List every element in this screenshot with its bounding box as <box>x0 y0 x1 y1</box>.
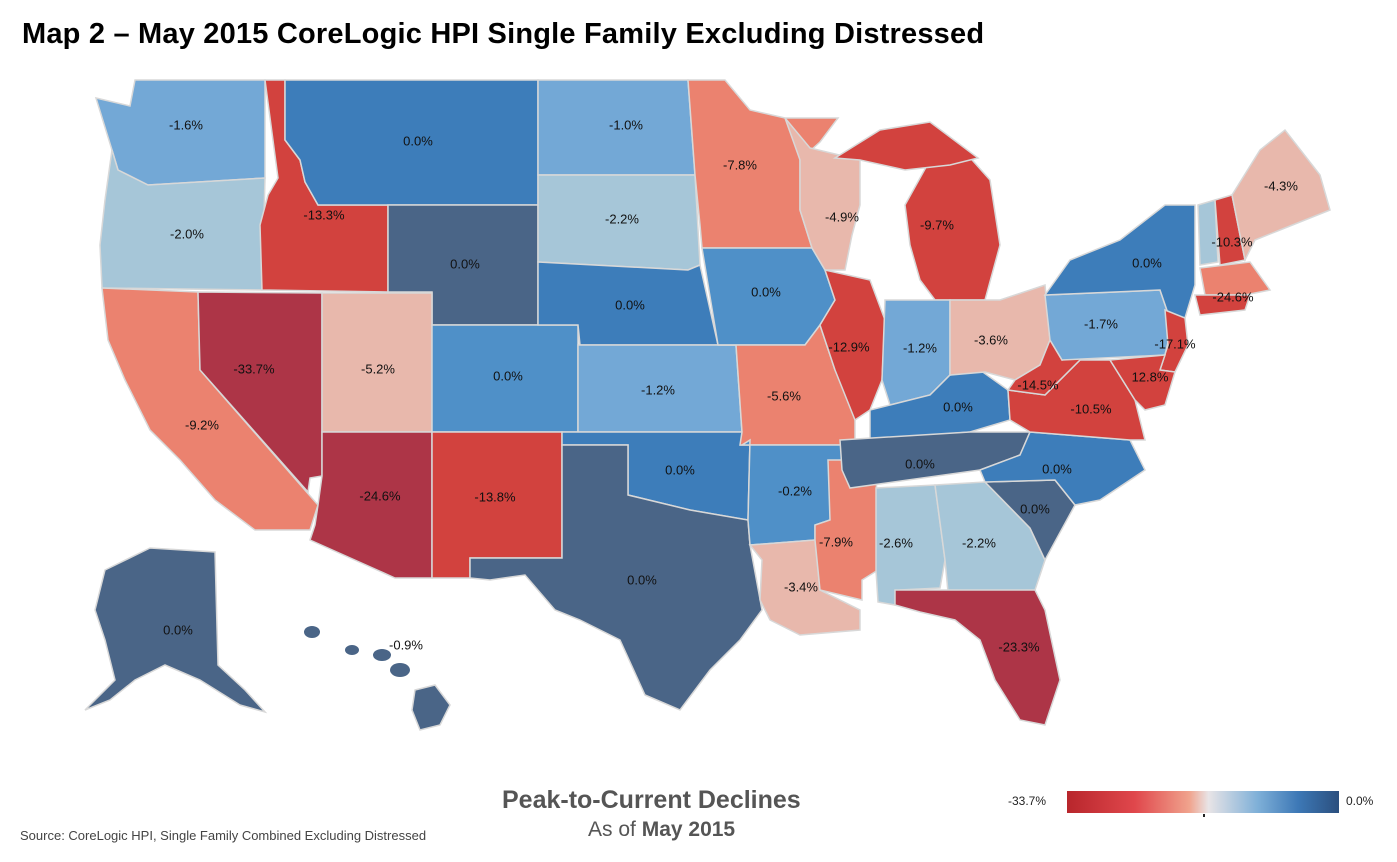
state-value-ms: -7.9% <box>819 534 853 549</box>
state-value-wa: -1.6% <box>169 117 203 132</box>
state-value-pa: -1.7% <box>1084 316 1118 331</box>
state-value-tn: 0.0% <box>905 456 935 471</box>
state-value-mt: 0.0% <box>403 133 433 148</box>
legend-subtitle-date: May 2015 <box>641 818 736 841</box>
state-value-wi: -4.9% <box>825 209 859 224</box>
state-value-co: 0.0% <box>493 368 523 383</box>
legend-marker <box>1203 814 1205 817</box>
state-value-or: -2.0% <box>170 226 204 241</box>
state-value-ga: -2.2% <box>962 535 996 550</box>
state-tx[interactable] <box>469 444 763 711</box>
legend-color-scale <box>1067 791 1339 813</box>
state-value-mi: -9.7% <box>920 217 954 232</box>
state-hi-island[interactable] <box>390 663 410 677</box>
legend-min-label: -33.7% <box>1008 794 1047 808</box>
state-value-mo: -5.6% <box>767 388 801 403</box>
map-title: Map 2 – May 2015 CoreLogic HPI Single Fa… <box>22 18 985 50</box>
state-value-fl: -23.3% <box>998 639 1040 654</box>
state-value-sc: 0.0% <box>1020 501 1050 516</box>
state-value-mn: -7.8% <box>723 157 757 172</box>
state-value-ok: 0.0% <box>665 462 695 477</box>
state-value-ky: 0.0% <box>943 399 973 414</box>
state-wa[interactable] <box>94 79 266 186</box>
state-nm[interactable] <box>431 431 563 579</box>
state-ct[interactable] <box>1194 294 1252 316</box>
state-value-wv: -14.5% <box>1017 377 1059 392</box>
state-value-ut: -5.2% <box>361 361 395 376</box>
state-hi-island[interactable] <box>304 626 320 638</box>
state-ny[interactable] <box>1043 204 1196 327</box>
state-vt[interactable] <box>1197 199 1219 266</box>
state-value-il: -12.9% <box>828 339 870 354</box>
state-value-me: -4.3% <box>1264 178 1298 193</box>
state-value-in: -1.2% <box>903 340 937 355</box>
state-value-la: -3.4% <box>784 579 818 594</box>
legend-title: Peak-to-Current Declines <box>502 786 801 814</box>
state-hi-island[interactable] <box>345 645 359 655</box>
legend-subtitle-prefix: As of <box>588 818 636 841</box>
legend-max-label: 0.0% <box>1346 794 1374 808</box>
state-value-ny: 0.0% <box>1132 255 1162 270</box>
state-hi[interactable] <box>411 684 451 731</box>
state-value-ia: 0.0% <box>751 284 781 299</box>
state-mi-part[interactable] <box>832 121 980 171</box>
state-ma[interactable] <box>1199 261 1272 296</box>
legend-subtitle: As of May 2015 <box>588 818 735 842</box>
source-note: Source: CoreLogic HPI, Single Family Com… <box>20 828 427 843</box>
state-value-sd: -2.2% <box>605 211 639 226</box>
state-value-ak: 0.0% <box>163 622 193 637</box>
state-value-tx: 0.0% <box>627 572 657 587</box>
state-il[interactable] <box>819 268 886 422</box>
state-value-ct: -24.6% <box>1212 289 1254 304</box>
state-value-ca: -9.2% <box>185 417 219 432</box>
state-ak[interactable] <box>84 547 268 714</box>
state-az[interactable] <box>309 431 433 579</box>
state-value-nd: -1.0% <box>609 117 643 132</box>
state-value-md: 12.8% <box>1132 369 1169 384</box>
state-value-va: -10.5% <box>1070 401 1112 416</box>
state-value-nc: 0.0% <box>1042 461 1072 476</box>
state-value-az: -24.6% <box>359 488 401 503</box>
state-value-al: -2.6% <box>879 535 913 550</box>
state-value-ks: -1.2% <box>641 382 675 397</box>
state-value-hi: -0.9% <box>389 637 423 652</box>
state-value-nv: -33.7% <box>233 361 275 376</box>
state-hi-island[interactable] <box>373 649 391 661</box>
state-value-oh: -3.6% <box>974 332 1008 347</box>
state-value-nj: -17.1% <box>1154 336 1196 351</box>
state-value-wy: 0.0% <box>450 256 480 271</box>
state-md[interactable] <box>1108 354 1176 411</box>
state-value-ne: 0.0% <box>615 297 645 312</box>
state-fl[interactable] <box>894 589 1061 726</box>
state-mo[interactable] <box>718 323 856 446</box>
state-value-ar: -0.2% <box>778 483 812 498</box>
state-me[interactable] <box>1231 128 1331 263</box>
state-value-nh: -10.3% <box>1211 234 1253 249</box>
state-nc[interactable] <box>979 431 1146 506</box>
state-value-nm: -13.8% <box>474 489 516 504</box>
state-value-id: -13.3% <box>303 207 345 222</box>
